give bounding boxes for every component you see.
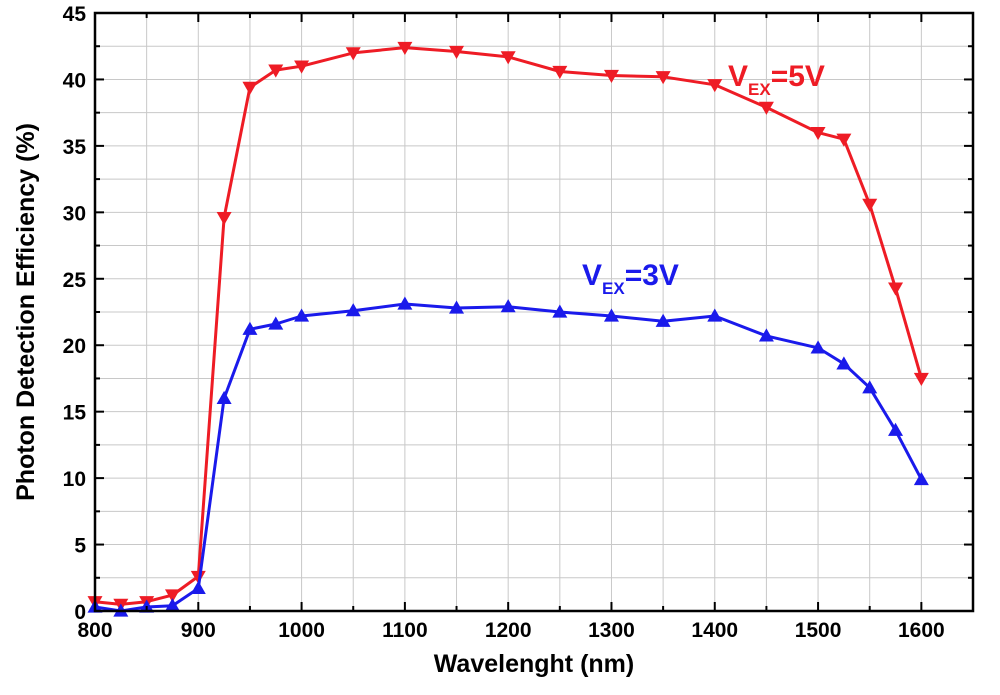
- data-point-marker: [758, 328, 774, 342]
- tick-layer: [94, 12, 974, 612]
- data-point-marker: [449, 45, 465, 60]
- data-point-marker: [500, 299, 516, 313]
- y-tick-label: 10: [63, 468, 86, 491]
- data-point-marker: [552, 304, 568, 318]
- data-point-marker: [242, 81, 258, 95]
- data-point-marker: [500, 51, 516, 65]
- data-point-marker: [294, 308, 310, 322]
- data-point-marker: [862, 380, 878, 394]
- y-tick-label: 35: [63, 136, 87, 159]
- data-point-marker: [913, 372, 929, 386]
- data-point-marker: [603, 69, 619, 83]
- series-label-sub: EX: [602, 279, 625, 298]
- y-tick-label: 0: [74, 601, 86, 624]
- series-label-sub: EX: [748, 80, 771, 99]
- y-tick-label: 20: [63, 335, 86, 358]
- series-label-main: V: [582, 259, 602, 292]
- data-point-marker: [888, 282, 904, 296]
- data-point-marker: [397, 41, 413, 56]
- data-point-marker: [190, 580, 206, 595]
- series-1: [87, 296, 929, 617]
- data-point-marker: [603, 308, 619, 322]
- x-tick-label: 1500: [795, 619, 842, 642]
- grid-layer: [95, 13, 973, 611]
- data-point-marker: [810, 126, 826, 141]
- x-tick-label: 1100: [382, 619, 428, 642]
- y-tick-label: 25: [63, 269, 87, 292]
- data-point-marker: [836, 356, 852, 370]
- x-tick-label: 800: [77, 619, 112, 642]
- y-axis-title: Photon Detection Efficiency (%): [12, 123, 40, 501]
- data-point-marker: [345, 303, 361, 317]
- x-tick-label: 1400: [691, 619, 738, 642]
- data-point-marker: [552, 65, 568, 79]
- y-tick-label: 15: [63, 402, 87, 425]
- data-point-marker: [345, 47, 361, 61]
- data-point-marker: [707, 308, 723, 322]
- data-point-marker: [397, 296, 413, 310]
- series-label: VEX=3V: [582, 259, 679, 298]
- data-point-marker: [655, 313, 671, 327]
- series-label: VEX=5V: [728, 60, 825, 99]
- data-point-marker: [707, 79, 723, 93]
- y-tick-label: 5: [74, 535, 86, 558]
- data-point-marker: [888, 422, 904, 436]
- series-label-suffix: =3V: [625, 259, 679, 292]
- data-point-marker: [655, 71, 671, 85]
- y-tick-label: 45: [63, 3, 87, 26]
- x-tick-label: 1000: [278, 619, 325, 642]
- series-label-main: V: [728, 60, 748, 93]
- y-tick-label: 30: [63, 202, 86, 225]
- data-point-marker: [242, 321, 258, 335]
- data-point-marker: [164, 598, 180, 612]
- label-layer: 800 900 1000 1100 1200 1300 1400 1500 1600 0 5 10 15…: [63, 3, 945, 642]
- x-axis-title: Wavelenght (nm): [434, 650, 634, 678]
- data-point-marker: [862, 198, 878, 212]
- data-point-marker: [836, 133, 852, 147]
- data-point-marker: [758, 101, 774, 115]
- y-tick-label: 40: [63, 69, 86, 92]
- data-point-marker: [449, 300, 465, 314]
- series-0: [87, 41, 929, 612]
- x-tick-label: 1300: [588, 619, 635, 642]
- x-tick-label: 900: [181, 619, 216, 642]
- data-point-marker: [268, 64, 284, 78]
- data-point-marker: [216, 212, 232, 226]
- data-point-marker: [216, 390, 232, 405]
- data-point-marker: [810, 340, 826, 354]
- x-tick-label: 1200: [485, 619, 532, 642]
- series-label-suffix: =5V: [771, 60, 825, 93]
- data-point-marker: [294, 60, 310, 74]
- data-point-marker: [164, 589, 180, 603]
- x-tick-label: 1600: [898, 619, 945, 642]
- data-point-marker: [268, 316, 284, 330]
- data-point-marker: [913, 471, 929, 486]
